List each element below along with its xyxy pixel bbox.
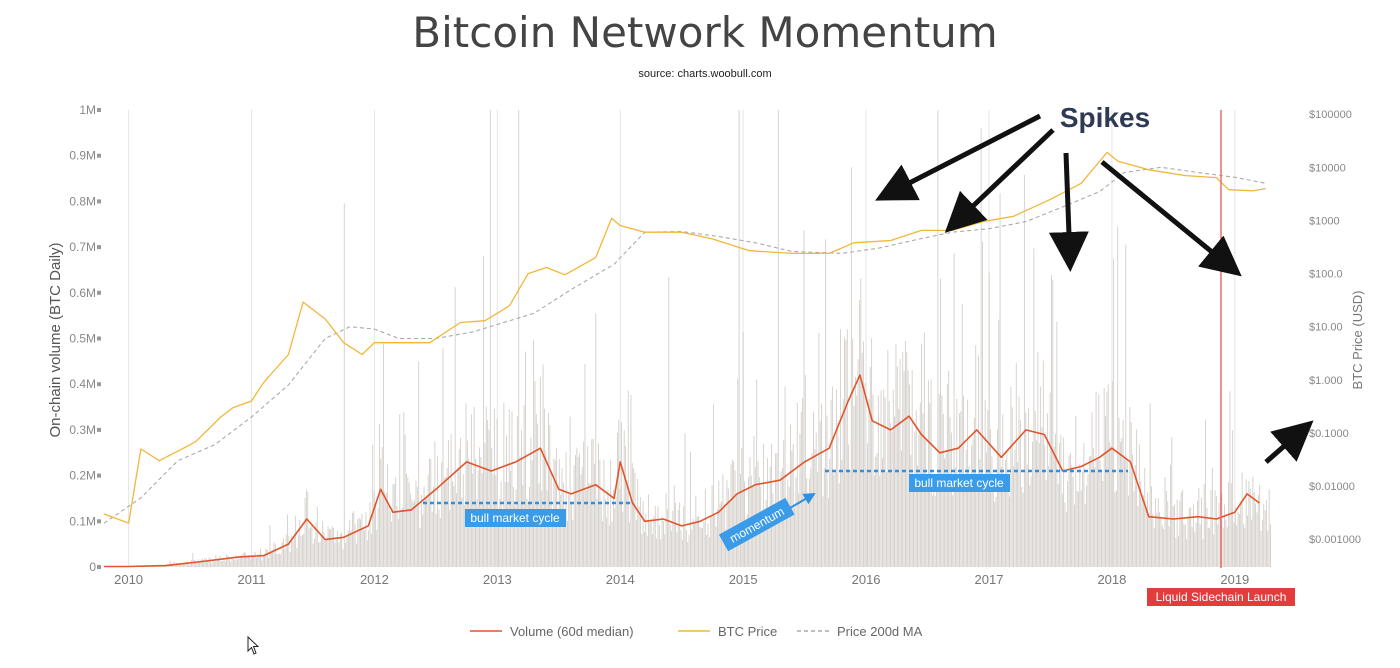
y2-tick-label: $0.01000	[1309, 481, 1355, 493]
bull-cycle-1-label-bg	[465, 509, 566, 527]
y-tick-mark	[97, 565, 101, 569]
legend-label: Volume (60d median)	[510, 624, 634, 639]
x-tick-label: 2012	[360, 572, 389, 587]
y-tick-mark	[97, 290, 101, 295]
y2-tick-label: $0.001000	[1309, 534, 1361, 546]
y-tick-mark	[97, 473, 101, 478]
y2-tick-label: $10.00	[1309, 322, 1343, 334]
y-tick-mark	[97, 519, 101, 524]
x-tick-label: 2015	[729, 572, 758, 587]
x-tick-label: 2013	[483, 572, 512, 587]
x-tick-label: 2019	[1220, 572, 1249, 587]
bull-cycle-2-label-bg	[909, 474, 1010, 492]
y-tick-label: 0.7M	[69, 240, 96, 254]
y2-tick-label: $0.1000	[1309, 428, 1349, 440]
daily-volume-bars	[134, 110, 1271, 567]
x-tick-label: 2011	[238, 572, 266, 587]
y2-axis-title: BTC Price (USD)	[1350, 291, 1365, 390]
liquid-launch-label: Liquid Sidechain Launch	[1156, 590, 1287, 604]
y-tick-label: 0.6M	[69, 286, 96, 300]
x-tick-label: 2014	[606, 572, 635, 587]
momentum-arrow	[789, 492, 816, 509]
momentum-label-bg	[718, 497, 795, 552]
bull-cycle-1-label: bull market cycle	[470, 511, 560, 525]
x-tick-label: 2018	[1097, 572, 1126, 587]
y-tick-label: 0.3M	[69, 423, 96, 437]
chart-subtitle: source: charts.woobull.com	[638, 68, 771, 80]
spikes-arrow-4	[1100, 160, 1242, 277]
spikes-arrow-5	[1264, 420, 1314, 464]
y2-tick-label: $1.000	[1309, 375, 1343, 387]
y-tick-label: 0.4M	[69, 377, 96, 391]
legend-label: Price 200d MA	[837, 624, 923, 639]
y2-tick-label: $100000	[1309, 109, 1352, 121]
annotations: Liquid Sidechain Launch bull market cycl…	[423, 102, 1314, 606]
y-tick-mark	[97, 427, 101, 432]
y2-tick-label: $100.0	[1309, 269, 1343, 281]
y-tick-label: 0.2M	[69, 469, 96, 483]
y-tick-mark	[97, 199, 101, 204]
liquid-launch-label-bg	[1147, 588, 1295, 606]
chart-title: Bitcoin Network Momentum	[412, 8, 997, 57]
spikes-arrow-1	[875, 113, 1042, 201]
y2-tick-label: $1000	[1309, 215, 1340, 227]
axes: 2010 2011 2012 2013 2014 2015 2016 2017 2018 2019…	[69, 103, 1361, 587]
legend-label: BTC Price	[718, 624, 777, 639]
x-tick-label: 2010	[114, 572, 143, 587]
bull-cycle-2-label: bull market cycle	[914, 476, 1004, 490]
y-tick-label: 0.1M	[69, 514, 96, 528]
y-tick-label: 0.8M	[69, 194, 96, 208]
y-axis-title: On-chain volume (BTC Daily)	[47, 242, 64, 437]
y-tick-label: 0.9M	[69, 149, 96, 163]
y-tick-mark	[97, 382, 101, 387]
btc-price-line	[103, 151, 1266, 524]
volume-median-line	[104, 374, 1260, 568]
spikes-arrow-2	[944, 128, 1055, 233]
spikes-arrow-3	[1048, 152, 1089, 272]
legend: Volume (60d median) BTC Price Price 200d M…	[470, 624, 923, 639]
x-tick-label: 2016	[852, 572, 881, 587]
spikes-label: Spikes	[1060, 102, 1150, 133]
y-tick-label: 0	[89, 560, 96, 574]
y-tick-mark	[97, 245, 101, 250]
x-tick-label: 2017	[975, 572, 1004, 587]
y2-tick-label: $10000	[1309, 162, 1346, 174]
y-tick-mark	[97, 108, 101, 112]
y-tick-mark	[97, 336, 101, 341]
y-tick-mark	[97, 153, 101, 158]
mouse-cursor-icon	[247, 636, 260, 655]
y-tick-label: 0.5M	[69, 332, 96, 346]
y-tick-label: 1M	[79, 103, 96, 117]
series-lines	[103, 151, 1266, 568]
